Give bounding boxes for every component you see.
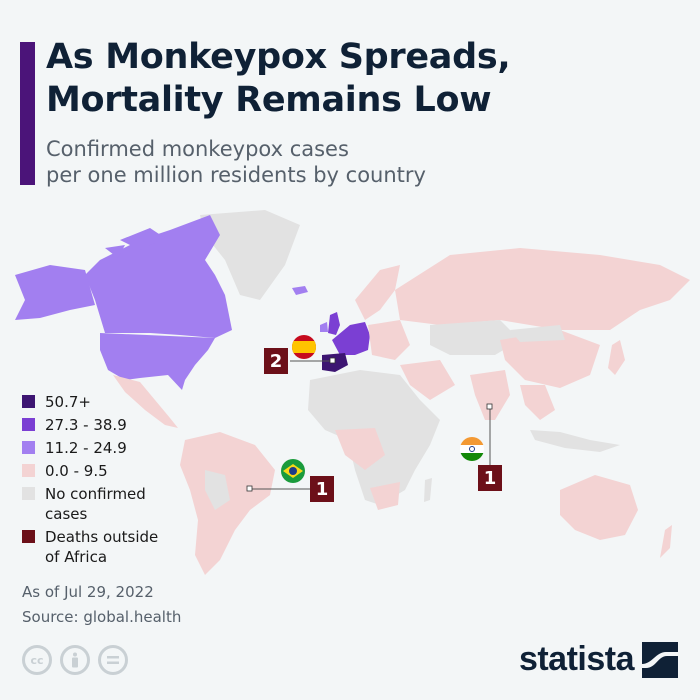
mexico [113, 375, 178, 428]
subtitle-line-2: per one million residents by country [46, 163, 426, 187]
brazil-deaths-callout: 1 [310, 476, 334, 502]
western-europe [332, 322, 370, 355]
attribution-icon[interactable] [60, 645, 90, 675]
legend-label: 11.2 - 24.9 [45, 439, 127, 457]
source-note: Source: global.health [22, 608, 182, 626]
indonesia [530, 430, 620, 452]
date-note: As of Jul 29, 2022 [22, 583, 154, 601]
legend-swatch [22, 530, 35, 543]
central-asia [430, 320, 520, 355]
legend-swatch [22, 487, 35, 500]
legend-item-11-2-24-9: 11.2 - 24.9 [22, 438, 158, 458]
brazil-flag-icon [281, 459, 305, 483]
legend-swatch [22, 441, 35, 454]
madagascar [424, 478, 432, 502]
india [470, 370, 510, 420]
legend-label: 50.7+ [45, 393, 91, 411]
legend-item-no-cases: No confirmed cases [22, 484, 158, 524]
india-deaths-callout: 1 [478, 465, 502, 491]
title-line-2: Mortality Remains Low [46, 80, 492, 120]
uk [328, 312, 340, 335]
central-africa [335, 428, 385, 470]
legend-label: Deaths outside of Africa [45, 528, 159, 566]
legend-label: No confirmed cases [45, 485, 146, 523]
spain-deaths-callout: 2 [264, 348, 288, 374]
license-icons: cc [22, 645, 128, 675]
canada [85, 215, 232, 338]
chart-title: As Monkeypox Spreads, Mortality Remains … [46, 36, 511, 122]
iceland [292, 286, 308, 295]
scandinavia [355, 265, 400, 320]
title-line-1: As Monkeypox Spreads, [46, 37, 511, 77]
statista-logo-icon [642, 641, 678, 678]
india-flag-icon [460, 437, 484, 461]
chart-subtitle: Confirmed monkeypox cases per one millio… [46, 136, 426, 188]
world-map [15, 210, 690, 575]
eastern-europe [368, 320, 410, 360]
creative-commons-icon[interactable]: cc [22, 645, 52, 675]
legend-swatch [22, 418, 35, 431]
legend: 50.7+ 27.3 - 38.9 11.2 - 24.9 0.0 - 9.5 … [22, 392, 158, 570]
accent-bar [20, 42, 35, 185]
legend-item-deaths: Deaths outside of Africa [22, 527, 158, 567]
subtitle-line-1: Confirmed monkeypox cases [46, 137, 349, 161]
new-zealand [660, 525, 672, 558]
footer-notes: As of Jul 29, 2022 Source: global.health [22, 580, 181, 630]
legend-item-0-9-5: 0.0 - 9.5 [22, 461, 158, 481]
japan [608, 340, 625, 375]
statista-wordmark: statista [518, 640, 635, 678]
southeast-asia [520, 385, 555, 420]
ireland [320, 322, 328, 332]
south-africa [370, 482, 400, 510]
no-derivatives-icon[interactable] [98, 645, 128, 675]
legend-label: 27.3 - 38.9 [45, 416, 127, 434]
spain-flag-icon [292, 335, 316, 359]
statista-brand[interactable]: statista [519, 640, 678, 679]
alaska [15, 265, 95, 320]
greenland [200, 210, 300, 300]
legend-label: 0.0 - 9.5 [45, 462, 108, 480]
china [500, 330, 600, 388]
legend-swatch [22, 395, 35, 408]
russia [395, 248, 690, 330]
australia [560, 475, 638, 540]
legend-item-27-3-38-9: 27.3 - 38.9 [22, 415, 158, 435]
mongolia [510, 325, 565, 342]
legend-swatch [22, 464, 35, 477]
legend-item-50-7-plus: 50.7+ [22, 392, 158, 412]
middle-east [400, 360, 455, 400]
usa [100, 333, 215, 390]
south-america [180, 432, 275, 575]
